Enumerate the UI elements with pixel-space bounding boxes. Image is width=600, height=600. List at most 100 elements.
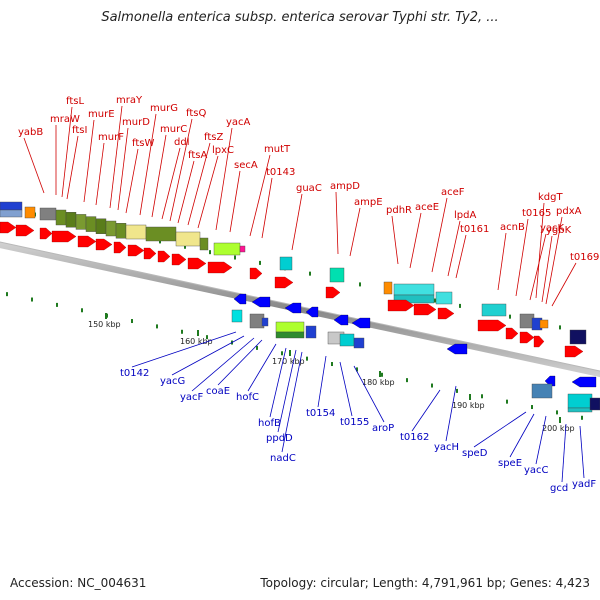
forward-gene-arrow	[157, 250, 171, 263]
reverse-gene-leader	[281, 351, 303, 453]
forward-gene-leader	[83, 119, 95, 203]
cog-box	[65, 211, 77, 228]
reverse-gene-label: t0162	[400, 432, 429, 443]
forward-gene-leader	[215, 127, 233, 231]
reverse-gene-arrow	[284, 302, 302, 314]
reverse-gene-leader	[191, 337, 255, 392]
forward-gene-leader	[61, 106, 73, 198]
forward-gene-leader	[545, 216, 563, 305]
reverse-gene-arrow	[251, 296, 271, 308]
forward-gene-leader	[541, 235, 553, 303]
forward-gene-arrow	[519, 331, 535, 344]
forward-gene-leader	[455, 234, 467, 279]
reverse-gene-label: ppdD	[266, 433, 293, 444]
reverse-gene-label: hofB	[258, 418, 281, 429]
forward-gene-arrow	[387, 299, 415, 312]
cog-box	[531, 383, 553, 399]
reverse-gene-label: yacG	[160, 376, 185, 387]
forward-gene-label: kdgT	[538, 192, 563, 203]
reverse-gene-leader	[269, 347, 287, 418]
reverse-gene-leader	[535, 415, 547, 465]
forward-gene-label: mraY	[116, 95, 143, 106]
forward-gene-leader	[431, 197, 448, 273]
forward-gene-label: pdhR	[386, 205, 412, 216]
forward-gene-arrow	[51, 230, 77, 243]
forward-gene-arrow	[325, 286, 341, 299]
reverse-gene-arrow	[233, 293, 247, 305]
forward-gene-arrow	[127, 244, 145, 257]
forward-gene-arrow	[187, 257, 207, 270]
forward-gene-arrow	[437, 307, 455, 320]
reverse-gene-label: t0154	[306, 408, 335, 419]
cog-box	[329, 267, 345, 283]
forward-gene-label: ftsL	[66, 96, 84, 107]
reverse-gene-label: yacC	[524, 465, 549, 476]
forward-gene-leader	[161, 147, 181, 220]
forward-gene-label: murC	[160, 124, 187, 135]
forward-gene-arrow	[477, 319, 507, 332]
cog-box	[0, 209, 23, 218]
reverse-gene-leader	[473, 411, 527, 448]
reverse-gene-label: aroP	[372, 423, 394, 434]
reverse-gene-leader	[171, 335, 245, 376]
reverse-gene-label: t0142	[120, 368, 149, 379]
forward-gene-leader	[197, 155, 219, 229]
forward-gene-leader	[139, 113, 157, 216]
map-title: Salmonella enterica subsp. enterica sero…	[101, 10, 499, 25]
cog-box	[353, 337, 365, 349]
reverse-gene-arrow	[446, 343, 468, 355]
forward-gene-leader	[349, 207, 361, 257]
forward-gene-label: ampE	[354, 197, 383, 208]
reverse-gene-leader	[217, 339, 263, 386]
forward-gene-label: ddl	[174, 137, 189, 148]
reverse-gene-arrow	[544, 375, 556, 387]
cog-box	[393, 283, 435, 296]
forward-gene-arrow	[413, 303, 437, 316]
forward-gene-leader	[529, 233, 547, 301]
forward-gene-label: ygbK	[546, 225, 572, 236]
forward-gene-arrow	[274, 276, 294, 289]
forward-gene-label: murE	[88, 109, 115, 120]
forward-gene-arrow	[505, 327, 519, 340]
forward-gene-leader	[95, 142, 105, 206]
forward-gene-label: guaC	[296, 183, 322, 194]
forward-gene-arrow	[564, 345, 584, 358]
cog-box	[261, 317, 269, 327]
forward-gene-arrow	[533, 335, 545, 348]
forward-gene-leader	[109, 105, 123, 209]
forward-gene-arrow	[0, 221, 17, 234]
forward-gene-label: mraW	[50, 114, 80, 125]
forward-gene-leader	[409, 212, 422, 269]
forward-gene-leader	[515, 218, 529, 297]
cog-box	[39, 207, 57, 221]
forward-gene-leader	[497, 232, 507, 291]
forward-gene-label: aceE	[415, 202, 439, 213]
cog-box	[231, 309, 243, 323]
cog-box	[55, 209, 67, 226]
forward-gene-arrow	[249, 267, 263, 280]
forward-gene-leader	[551, 262, 577, 307]
cog-box	[569, 329, 587, 345]
forward-gene-label: t0161	[460, 224, 489, 235]
forward-gene-leader	[291, 193, 303, 251]
forward-gene-leader	[391, 215, 399, 265]
forward-gene-arrow	[171, 253, 187, 266]
forward-gene-label: murF	[98, 132, 124, 143]
reverse-gene-arrow	[305, 306, 319, 318]
forward-gene-arrow	[15, 224, 35, 237]
forward-gene-label: ampD	[330, 181, 360, 192]
reverse-gene-label: nadC	[270, 453, 296, 464]
forward-gene-leader	[23, 137, 45, 194]
cog-box	[115, 222, 127, 239]
forward-gene-label: ftsQ	[186, 108, 206, 119]
forward-gene-label: t0169	[570, 252, 599, 263]
reverse-gene-leader	[579, 425, 585, 479]
cog-box	[275, 331, 305, 339]
cog-box	[539, 319, 549, 329]
forward-gene-leader	[447, 220, 461, 277]
cog-box	[95, 218, 107, 235]
forward-gene-label: acnB	[500, 222, 525, 233]
reverse-gene-label: speD	[462, 448, 488, 459]
reverse-gene-label: yacF	[180, 392, 204, 403]
